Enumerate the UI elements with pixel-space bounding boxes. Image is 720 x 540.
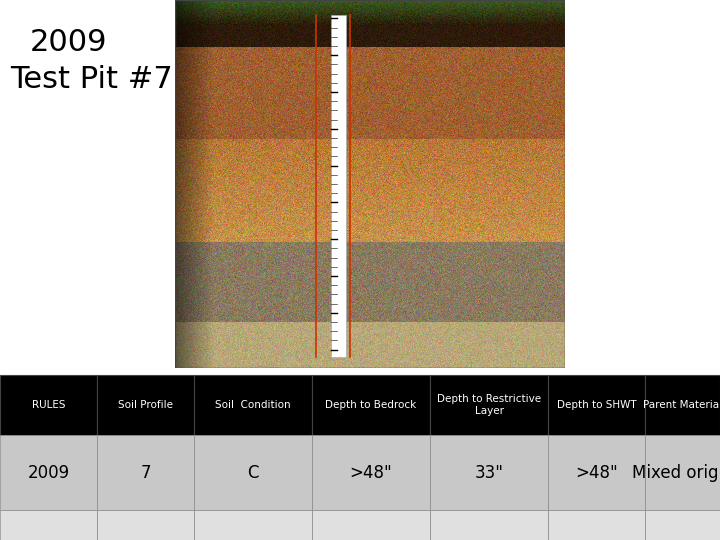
Bar [97,510,194,540]
Text: Depth to Restrictive
Layer: Depth to Restrictive Layer [437,394,541,416]
Text: >48": >48" [350,463,392,482]
Bar [97,435,194,510]
Bar [645,510,720,540]
Bar [430,375,548,435]
Text: Depth to SHWT: Depth to SHWT [557,400,636,410]
Text: Parent Material: Parent Material [643,400,720,410]
Bar [548,510,645,540]
Text: >48": >48" [575,463,618,482]
Bar [97,375,194,435]
Bar [194,435,312,510]
Bar [645,435,720,510]
Bar [0,510,97,540]
Bar [430,510,548,540]
Bar [312,375,430,435]
Text: 2009: 2009 [27,463,70,482]
Text: Depth to Bedrock: Depth to Bedrock [325,400,417,410]
Bar [194,375,312,435]
Bar [430,435,548,510]
Bar [312,435,430,510]
Bar [331,15,346,357]
Text: 33": 33" [474,463,503,482]
Bar [645,375,720,435]
Bar [312,510,430,540]
Text: C: C [247,463,258,482]
Text: Test Pit #7: Test Pit #7 [10,65,173,94]
Text: 7: 7 [140,463,150,482]
Text: Soil  Condition: Soil Condition [215,400,291,410]
Text: Mixed origin: Mixed origin [631,463,720,482]
Text: 2009: 2009 [30,28,107,57]
Bar [548,375,645,435]
Text: RULES: RULES [32,400,66,410]
Bar [0,435,97,510]
Bar [194,510,312,540]
Bar [548,435,645,510]
Text: Soil Profile: Soil Profile [118,400,173,410]
Bar [0,375,97,435]
